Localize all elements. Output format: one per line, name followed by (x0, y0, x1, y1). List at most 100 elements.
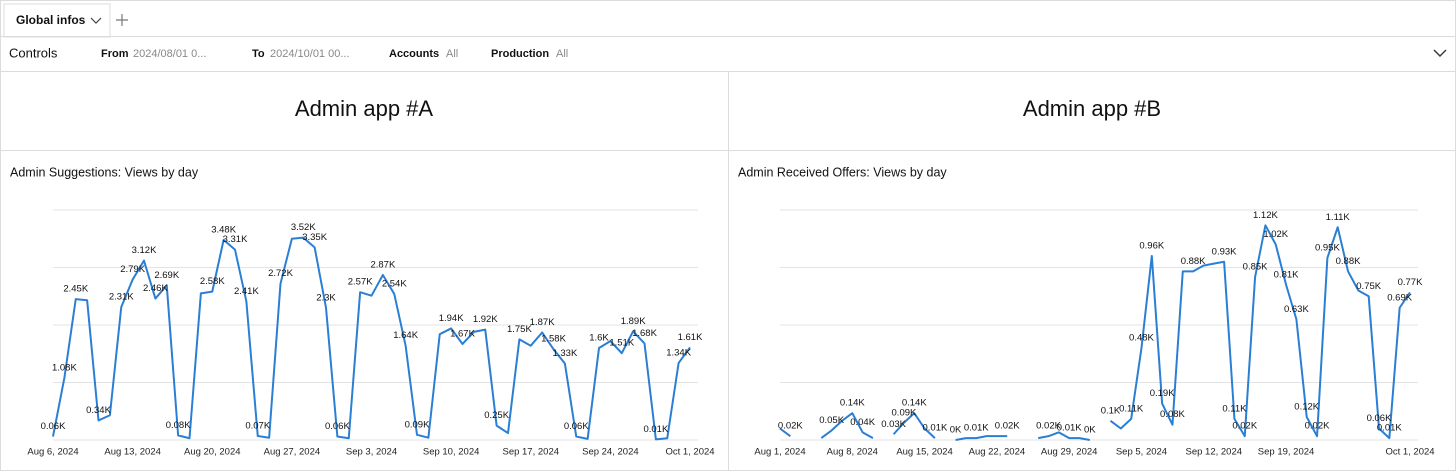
data-label: 0.25K (484, 410, 509, 421)
data-label: 3.52K (291, 222, 316, 233)
data-label: 1.92K (473, 314, 498, 325)
data-label: 0.14K (902, 398, 927, 409)
x-tick-label: Oct 1, 2024 (665, 447, 714, 458)
data-label: 1.6K (589, 333, 609, 344)
data-label: 0.05K (819, 415, 844, 426)
data-label: 1.08K (52, 362, 77, 373)
add-tab[interactable] (116, 14, 128, 26)
data-label: 0.02K (995, 421, 1020, 432)
x-tick-label: Sep 12, 2024 (1186, 447, 1243, 458)
data-label: 0.48K (1129, 333, 1154, 344)
data-label: 0K (950, 425, 962, 436)
data-label: 0.14K (840, 398, 865, 409)
x-tick-label: Aug 22, 2024 (969, 447, 1026, 458)
data-label: 0.08K (1160, 409, 1185, 420)
expand-controls[interactable] (1433, 49, 1447, 57)
data-label: 1.02K (1263, 229, 1288, 240)
x-tick-label: Aug 20, 2024 (184, 447, 241, 458)
data-label: 0.11K (1222, 403, 1247, 414)
x-tick-label: Aug 29, 2024 (1041, 447, 1098, 458)
data-label: 0.03K (881, 419, 906, 430)
data-label: 0.07K (245, 420, 270, 431)
data-label: 0.02K (1232, 421, 1257, 432)
data-label: 1.67K (450, 328, 475, 339)
data-line (779, 224, 1411, 441)
data-line (52, 236, 691, 441)
data-label: 1.68K (632, 328, 657, 339)
data-label: 1.89K (621, 316, 646, 327)
data-label: 1.33K (552, 348, 577, 359)
data-label: 2.72K (268, 268, 293, 279)
data-label: 0.01K (964, 423, 989, 434)
section-title: Admin app #A (295, 96, 434, 121)
data-label: 0.34K (86, 405, 111, 416)
data-label: 0.93K (1212, 246, 1237, 257)
x-tick-label: Sep 3, 2024 (346, 447, 397, 458)
data-label: 0.88K (1336, 256, 1361, 267)
data-label: 1.12K (1253, 210, 1278, 221)
data-label: 0.01K (923, 423, 948, 434)
x-tick-label: Aug 6, 2024 (27, 447, 78, 458)
data-label: 2.79K (120, 264, 145, 275)
data-label: 3.31K (223, 234, 248, 245)
data-label: 2.45K (63, 284, 88, 295)
data-label: 2.58K (200, 276, 225, 287)
filter-label[interactable]: To (252, 48, 265, 60)
data-label: 1.51K (609, 338, 634, 349)
data-label: 0.02K (778, 421, 803, 432)
x-tick-label: Aug 13, 2024 (104, 447, 161, 458)
data-label: 1.64K (393, 330, 418, 341)
tab-label[interactable]: Global infos (16, 13, 86, 27)
data-label: 1.34K (666, 347, 691, 358)
data-label: 0.1K (1101, 405, 1121, 416)
filter-value[interactable]: All (556, 48, 568, 60)
x-tick-label: Aug 1, 2024 (754, 447, 805, 458)
x-tick-label: Sep 24, 2024 (582, 447, 639, 458)
data-label: 0.81K (1274, 269, 1299, 280)
filter-label[interactable]: Production (491, 48, 549, 60)
filter-value[interactable]: 2024/08/01 0... (133, 48, 206, 60)
x-tick-label: Aug 8, 2024 (827, 447, 878, 458)
data-label: 0.06K (325, 421, 350, 432)
x-tick-label: Sep 5, 2024 (1116, 447, 1167, 458)
data-label: 2.41K (234, 286, 259, 297)
data-label: 2.46K (143, 283, 168, 294)
data-label: 0.01K (1057, 423, 1082, 434)
data-label: 0.06K (1367, 413, 1392, 424)
data-label: 1.58K (541, 334, 566, 345)
data-label: 0.01K (643, 424, 668, 435)
x-tick-label: Sep 19, 2024 (1258, 447, 1315, 458)
x-tick-label: Aug 27, 2024 (264, 447, 321, 458)
data-label: 1.87K (530, 317, 555, 328)
controls-title: Controls (9, 45, 58, 60)
data-label: 2.57K (348, 277, 373, 288)
data-label: 1.75K (507, 324, 532, 335)
data-label: 2.54K (382, 278, 407, 289)
x-tick-label: Sep 10, 2024 (423, 447, 480, 458)
data-label: 0.85K (1243, 262, 1268, 273)
data-label: 1.11K (1326, 212, 1351, 223)
data-label: 3.12K (132, 245, 157, 256)
data-label: 0.06K (564, 421, 589, 432)
data-label: 0.06K (41, 421, 66, 432)
data-label: 0.12K (1294, 402, 1319, 413)
filter-value[interactable]: 2024/10/01 00... (270, 48, 350, 60)
chart-title: Admin Received Offers: Views by day (738, 165, 947, 179)
data-label: 2.3K (316, 292, 336, 303)
filter-value[interactable]: All (446, 48, 458, 60)
x-tick-label: Aug 15, 2024 (896, 447, 953, 458)
data-label: 1.94K (439, 313, 464, 324)
filter-label[interactable]: From (101, 48, 129, 60)
data-label: 0.09K (405, 419, 430, 430)
data-label: 0.04K (850, 417, 875, 428)
data-label: 2.31K (109, 292, 134, 303)
tab-chevron[interactable] (90, 17, 102, 24)
data-label: 0.08K (166, 420, 191, 431)
data-label: 0.75K (1356, 281, 1381, 292)
data-label: 0K (1084, 425, 1096, 436)
data-label: 0.11K (1119, 403, 1144, 414)
data-label: 1.61K (678, 332, 703, 343)
filter-label[interactable]: Accounts (389, 48, 439, 60)
x-tick-label: Sep 17, 2024 (502, 447, 559, 458)
